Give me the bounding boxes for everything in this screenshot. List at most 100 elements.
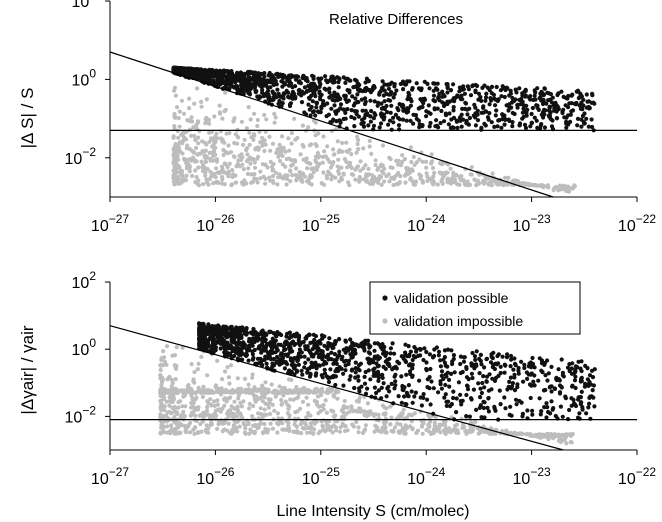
data-point	[463, 101, 469, 106]
data-point	[431, 386, 436, 391]
data-point	[525, 408, 530, 413]
data-point	[275, 87, 280, 92]
data-point	[207, 325, 212, 331]
data-point	[305, 88, 310, 93]
data-point	[231, 425, 236, 430]
data-point	[520, 431, 525, 436]
data-point	[489, 120, 494, 125]
data-point	[523, 125, 529, 131]
data-point	[248, 161, 253, 166]
y-tick-label: 10−2	[65, 145, 97, 168]
data-point	[419, 423, 425, 428]
data-point	[267, 70, 272, 76]
data-point	[445, 90, 450, 95]
data-point	[201, 410, 206, 415]
data-point	[356, 137, 361, 142]
data-point	[235, 390, 240, 395]
data-point	[315, 131, 321, 136]
data-point	[291, 397, 296, 402]
data-point	[469, 371, 474, 376]
data-point	[554, 116, 560, 121]
data-point	[474, 349, 479, 354]
data-point	[301, 387, 306, 392]
data-point	[413, 390, 418, 395]
data-point	[260, 143, 265, 148]
data-point	[350, 422, 355, 427]
data-point	[500, 84, 505, 89]
data-point	[194, 126, 199, 131]
data-point	[400, 159, 405, 164]
data-point	[207, 130, 212, 135]
data-point	[278, 72, 283, 77]
data-point	[336, 85, 341, 90]
data-point	[287, 404, 292, 409]
y-tick-label: 102	[72, 0, 97, 11]
data-point	[446, 122, 451, 127]
data-point	[299, 368, 304, 373]
data-point	[159, 356, 164, 361]
data-point	[292, 356, 297, 361]
data-point	[269, 343, 274, 348]
data-point	[234, 342, 239, 347]
data-point	[158, 403, 164, 408]
data-point	[363, 427, 368, 432]
data-point	[240, 415, 245, 421]
data-point	[460, 178, 465, 183]
data-point	[158, 430, 163, 435]
data-point	[239, 152, 244, 157]
data-point	[531, 379, 536, 384]
data-point	[545, 378, 550, 383]
data-point	[563, 394, 568, 399]
data-point	[191, 125, 196, 130]
data-point	[544, 401, 549, 406]
data-point	[171, 67, 177, 72]
data-point	[567, 407, 572, 413]
data-point	[361, 166, 366, 171]
x-tick-label: 10−23	[513, 212, 551, 235]
data-point	[420, 431, 425, 436]
data-point	[204, 430, 209, 435]
data-point	[216, 72, 222, 77]
data-point	[327, 336, 332, 341]
data-point	[393, 379, 398, 384]
data-point	[292, 158, 297, 163]
data-point	[297, 87, 302, 93]
data-point	[288, 179, 293, 184]
data-point	[220, 406, 225, 411]
data-point	[216, 407, 221, 412]
data-point	[276, 331, 281, 336]
data-point	[435, 182, 440, 187]
data-point	[546, 409, 551, 415]
data-point	[187, 66, 192, 71]
data-point	[481, 405, 486, 411]
data-point	[199, 104, 204, 109]
data-point	[556, 91, 561, 96]
data-point	[578, 402, 583, 407]
data-point	[472, 354, 478, 359]
data-point	[242, 342, 247, 347]
data-point	[502, 122, 507, 127]
data-point	[321, 134, 326, 139]
data-point	[267, 98, 272, 103]
data-point	[269, 382, 274, 387]
data-point	[482, 181, 487, 186]
data-point	[192, 101, 197, 106]
data-point	[419, 403, 424, 408]
data-point	[424, 349, 429, 355]
data-point	[569, 440, 574, 445]
data-point	[371, 116, 376, 121]
data-point	[158, 389, 163, 394]
data-point	[292, 422, 297, 427]
data-point	[356, 367, 361, 372]
data-point	[282, 366, 287, 371]
data-point	[332, 342, 337, 347]
data-point	[409, 389, 414, 394]
data-point	[542, 125, 548, 130]
data-point	[307, 332, 312, 337]
data-point	[560, 414, 565, 419]
data-point	[229, 337, 234, 342]
data-point	[508, 375, 513, 380]
data-point	[541, 433, 546, 438]
data-point	[368, 377, 373, 382]
data-point	[503, 406, 508, 411]
